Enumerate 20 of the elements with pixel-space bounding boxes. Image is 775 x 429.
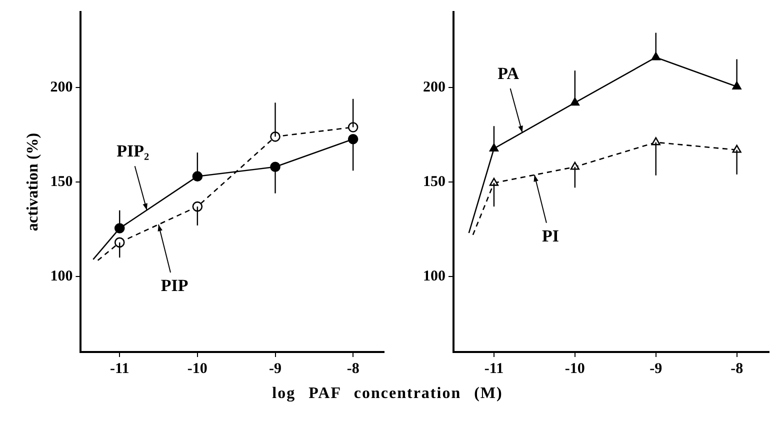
y-tick-label: 100: [50, 268, 73, 284]
x-tick-label: -9: [650, 360, 662, 377]
text: PI: [542, 226, 560, 246]
x-tick-label: -11: [484, 360, 504, 377]
y-tick-label: 200: [423, 79, 446, 96]
y-tick-label: 150: [50, 174, 73, 190]
y-tick-label: 200: [50, 79, 73, 96]
x-tick-label: -8: [346, 360, 360, 377]
text: PIP: [160, 276, 188, 295]
x-axis-title: log PAF concentration (M): [271, 385, 504, 403]
x-tick-label: -10: [187, 360, 208, 377]
x-tick-label: -9: [269, 360, 282, 377]
y-tick-label: 100: [423, 268, 446, 284]
y-tick-label: 150: [423, 174, 446, 190]
text: PA: [498, 64, 520, 83]
x-tick-label: -10: [564, 360, 585, 377]
y-axis-title: activation (%): [24, 132, 42, 232]
text: PIP₂: [116, 141, 150, 160]
x-tick-label: -11: [110, 360, 130, 377]
x-tick-label: -8: [730, 360, 744, 377]
